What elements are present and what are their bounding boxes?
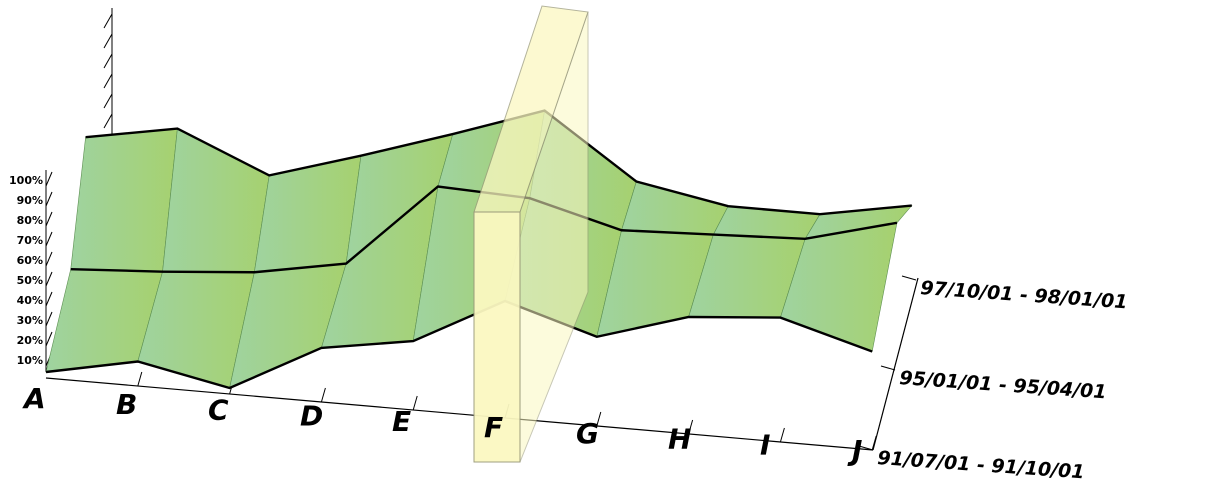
y-tick-label: 70%	[17, 234, 43, 247]
y-tick	[46, 192, 52, 206]
x-tick	[413, 396, 417, 410]
category-labels: A B C D E F G H I J	[22, 382, 862, 467]
y-tick	[46, 332, 52, 346]
y-tick-labels: 10% 20% 30% 40% 50% 60% 70% 80% 90% 100%	[9, 174, 43, 367]
ribbon-panel	[254, 156, 361, 273]
back-wall-tick	[104, 94, 112, 108]
category-label: I	[760, 428, 770, 461]
category-label: D	[300, 399, 323, 432]
y-tick-label: 80%	[17, 214, 43, 227]
category-label: F	[484, 411, 503, 444]
y-tick	[46, 212, 52, 226]
y-tick	[46, 172, 52, 186]
y-tick	[46, 272, 52, 286]
back-wall-tick	[104, 34, 112, 48]
y-tick-label: 90%	[17, 194, 43, 207]
category-label: E	[392, 405, 411, 438]
y-tick-label: 40%	[17, 294, 43, 307]
y-tick-label: 50%	[17, 274, 43, 287]
category-label: J	[847, 434, 862, 467]
y-tick	[46, 292, 52, 306]
category-label: H	[668, 423, 691, 456]
ribbon-panel	[163, 129, 270, 273]
x-tick	[138, 372, 142, 386]
back-wall-tick	[104, 14, 112, 28]
ribbon-panel	[622, 182, 729, 235]
x-axis-line	[46, 378, 873, 450]
x-tick	[780, 428, 784, 442]
category-label: G	[576, 417, 599, 450]
category-label: C	[208, 394, 229, 427]
x-tick	[872, 436, 876, 450]
depth-tick	[881, 366, 895, 370]
back-wall-tick	[104, 74, 112, 88]
y-tick	[46, 232, 52, 246]
y-tick-label: 30%	[17, 314, 43, 327]
y-tick-label: 60%	[17, 254, 43, 267]
highlight-bar	[474, 6, 588, 462]
depth-tick	[902, 276, 916, 280]
series-labels: 91/07/01 - 91/10/01 95/01/01 - 95/04/01 …	[877, 277, 1129, 483]
ribbon-panel	[713, 206, 820, 239]
back-wall-tick	[104, 54, 112, 68]
series-label: 97/10/01 - 98/01/01	[920, 277, 1129, 313]
series-label: 91/07/01 - 91/10/01	[877, 447, 1086, 483]
category-label: A	[22, 382, 46, 415]
y-tick	[46, 252, 52, 266]
y-tick	[46, 312, 52, 326]
category-label: B	[116, 388, 137, 421]
series-label: 95/01/01 - 95/04/01	[899, 367, 1108, 403]
back-wall-tick	[104, 114, 112, 128]
ribbon-panel	[71, 129, 178, 272]
y-tick-label: 20%	[17, 334, 43, 347]
y-axis	[46, 170, 52, 372]
y-tick-label: 100%	[9, 174, 43, 187]
y-tick-label: 10%	[17, 354, 43, 367]
